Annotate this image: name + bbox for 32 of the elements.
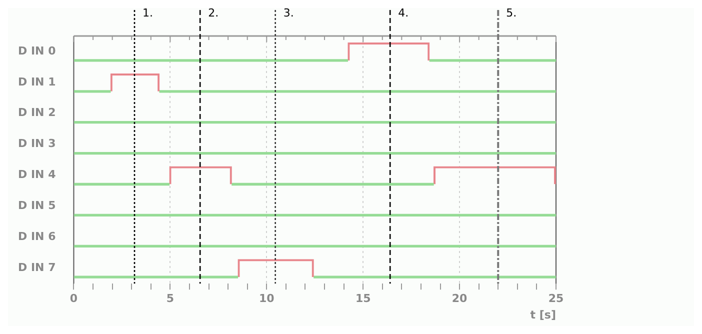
bar: [159, 90, 556, 93]
bar: [429, 59, 556, 62]
bar: [74, 244, 556, 248]
x-axis-title: t [s]: [530, 308, 556, 322]
annotation: 2.: [208, 6, 219, 20]
bar: [74, 152, 556, 155]
bar: [74, 276, 238, 278]
bar: [74, 59, 348, 62]
y-tick-label: D IN 4: [18, 168, 56, 182]
y-tick-label: D IN 3: [18, 137, 56, 150]
bar: [74, 214, 556, 217]
y-tick-label: D IN 7: [18, 260, 56, 274]
x-tick-label: 20: [452, 292, 468, 306]
bar: [74, 182, 170, 186]
x-tick-label: 15: [355, 292, 371, 306]
y-tick-label: D IN 1: [18, 75, 56, 88]
x-tick-label: 10: [258, 292, 275, 306]
x-tick-label: 25: [548, 292, 564, 306]
bar: [314, 276, 556, 278]
x-tick-label: 0: [70, 292, 78, 306]
annotation: 5.: [506, 6, 517, 20]
annotation: 4.: [398, 6, 409, 20]
y-tick-label: D IN 5: [18, 199, 56, 212]
bar: [74, 90, 111, 93]
bar: [74, 121, 556, 124]
y-tick-label: D IN 2: [18, 106, 56, 120]
y-tick-label: D IN 0: [18, 44, 56, 58]
annotation: 1.: [142, 6, 154, 20]
annotation: 3.: [283, 6, 294, 20]
bar: [232, 182, 434, 186]
x-tick-label: 5: [166, 292, 174, 306]
y-tick-label: D IN 6: [18, 230, 56, 244]
